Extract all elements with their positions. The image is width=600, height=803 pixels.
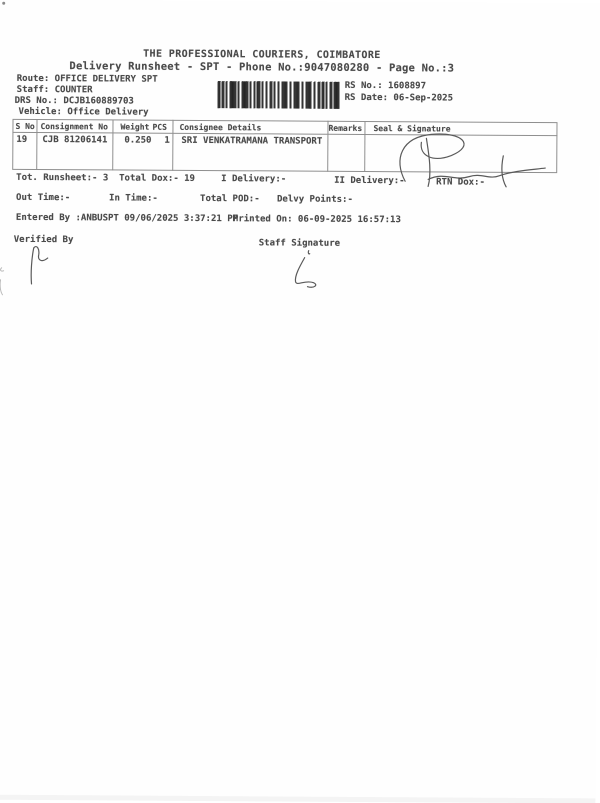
out-time: Out Time:- bbox=[16, 192, 71, 204]
company-title: THE PROFESSIONAL COURIERS, COIMBATORE bbox=[143, 48, 381, 62]
runsheet-subtitle: Delivery Runsheet - SPT - Phone No.:9047… bbox=[69, 60, 455, 75]
staff-line: Staff: COUNTER bbox=[16, 84, 93, 96]
staff-signature-label: Staff Signature bbox=[258, 238, 341, 249]
total-dox-value: 19 bbox=[184, 173, 196, 184]
scan-artifact-mark bbox=[0, 267, 5, 296]
col-header-remarks: Remarks bbox=[328, 123, 363, 133]
cell-consignment-no: CJB 81206141 bbox=[42, 135, 108, 146]
ii-delivery: II Delivery:- bbox=[334, 175, 405, 187]
cell-pcs: 1 bbox=[164, 135, 170, 146]
scan-bottom-edge bbox=[0, 794, 596, 803]
cell-sno: 19 bbox=[16, 134, 28, 145]
col-header-consignee: Consignee Details bbox=[179, 122, 262, 133]
rtn-dox: RTN Dox:- bbox=[436, 177, 485, 188]
rs-no-line: RS No.: 1608897 bbox=[344, 80, 427, 92]
col-header-pcs: PCS bbox=[152, 122, 167, 132]
scan-artifact-dot bbox=[2, 1, 6, 5]
seal-signature-scribble bbox=[399, 133, 546, 188]
staff-signature-scribble bbox=[294, 250, 317, 288]
col-header-sno: S No bbox=[15, 121, 35, 131]
col-header-consignment: Consignment No bbox=[40, 122, 108, 132]
printed-on: Printed On: 06-09-2025 16:57:13 bbox=[232, 214, 401, 226]
tot-runsheet: Tot. Runsheet:- 3 bbox=[16, 172, 109, 184]
in-time: In Time:- bbox=[109, 193, 158, 204]
col-header-weight: Weight bbox=[120, 122, 150, 132]
rs-date-line: RS Date: 06-Sep-2025 bbox=[344, 92, 454, 104]
cell-consignee: SRI VENKATRAMANA TRANSPORT bbox=[181, 135, 323, 147]
drs-no-line: DRS No.: DCJB160889703 bbox=[14, 95, 134, 107]
route-line: Route: OFFICE DELIVERY SPT bbox=[16, 73, 158, 85]
barcode bbox=[217, 81, 340, 109]
cell-weight: 0.250 bbox=[124, 135, 152, 146]
table-row: 19 CJB 81206141 0.250 1 SRI VENKATRAMANA… bbox=[0, 0, 600, 147]
delvy-points: Delvy Points:- bbox=[276, 194, 353, 205]
vehicle-line: Vehicle: Office Delivery bbox=[18, 106, 149, 118]
verified-by-scribble bbox=[30, 245, 49, 285]
total-dox-label: Total Dox:- bbox=[119, 173, 179, 184]
entered-by: Entered By :ANBUSPT 09/06/2025 3:37:21 P… bbox=[15, 212, 239, 225]
total-pod: Total POD:- bbox=[200, 193, 260, 205]
i-delivery: I Delivery:- bbox=[221, 174, 287, 185]
